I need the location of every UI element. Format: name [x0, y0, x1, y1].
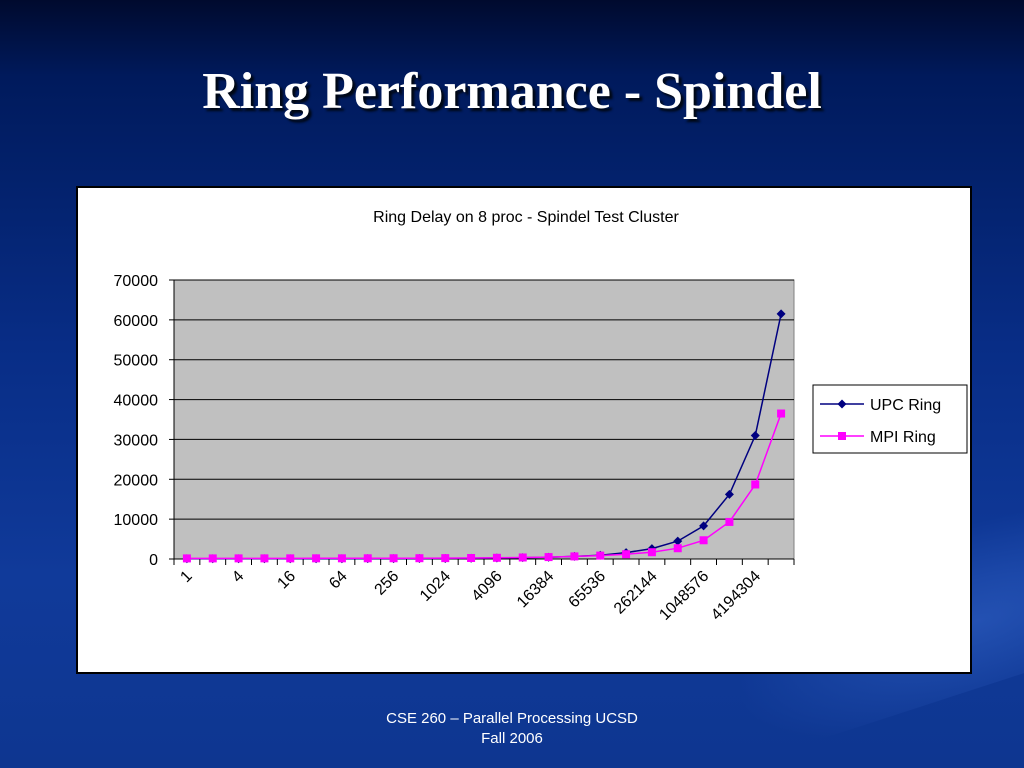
- data-point-mpi: [389, 554, 398, 563]
- y-tick-label: 50000: [114, 353, 159, 370]
- data-point-mpi: [622, 550, 631, 559]
- data-point-mpi: [467, 554, 476, 563]
- y-tick-label: 30000: [114, 432, 159, 449]
- legend-label: MPI Ring: [870, 429, 936, 446]
- ring-delay-chart: Ring Delay on 8 proc - Spindel Test Clus…: [114, 209, 968, 624]
- data-point-mpi: [596, 551, 605, 560]
- y-tick-label: 0: [149, 552, 158, 569]
- chart-title: Ring Delay on 8 proc - Spindel Test Clus…: [373, 209, 679, 226]
- data-point-mpi: [337, 554, 346, 563]
- x-tick-label: 256: [372, 568, 403, 599]
- x-tick-label: 262144: [611, 568, 661, 618]
- series-line-mpi: [186, 413, 782, 560]
- data-point-mpi: [182, 554, 191, 563]
- data-point-mpi: [234, 554, 243, 563]
- chart-area: Ring Delay on 8 proc - Spindel Test Clus…: [76, 186, 972, 674]
- data-point-mpi: [570, 552, 579, 561]
- x-tick-label: 16384: [514, 568, 558, 612]
- y-tick-label: 10000: [114, 512, 159, 529]
- data-point-mpi: [415, 554, 424, 563]
- y-tick-label: 20000: [114, 472, 159, 489]
- x-tick-label: 4096: [469, 568, 506, 605]
- data-point-mpi: [260, 554, 269, 563]
- slide-title: Ring Performance - Spindel: [202, 63, 822, 120]
- data-point-mpi: [751, 480, 760, 489]
- data-point-upc: [699, 521, 709, 531]
- data-point-mpi: [441, 554, 450, 563]
- x-tick-label: 1: [177, 568, 195, 586]
- data-point-mpi: [208, 554, 217, 563]
- data-point-mpi: [544, 553, 553, 562]
- footer-course: CSE 260 – Parallel Processing UCSD: [386, 710, 638, 727]
- data-point-upc: [724, 489, 734, 499]
- data-point-mpi: [518, 553, 527, 562]
- data-point-upc: [776, 309, 786, 319]
- y-tick-label: 70000: [114, 273, 159, 290]
- data-point-mpi: [777, 409, 786, 418]
- x-tick-label: 64: [326, 568, 351, 593]
- x-tick-label: 1024: [417, 568, 454, 605]
- data-point-mpi: [286, 554, 295, 563]
- plot-area: [173, 279, 795, 560]
- x-tick-label: 4194304: [708, 568, 764, 624]
- data-point-upc: [750, 430, 760, 440]
- legend-marker-upc: [837, 399, 847, 409]
- legend-marker-mpi: [838, 432, 846, 440]
- data-point-mpi: [699, 536, 708, 545]
- y-tick-label: 60000: [114, 313, 159, 330]
- data-point-mpi: [363, 554, 372, 563]
- slide-footer: CSE 260 – Parallel Processing UCSD Fall …: [0, 709, 1024, 749]
- footer-term: Fall 2006: [481, 730, 543, 747]
- legend-label: UPC Ring: [870, 397, 941, 414]
- data-point-mpi: [492, 553, 501, 562]
- data-point-mpi: [725, 517, 734, 526]
- legend-box: [812, 384, 968, 454]
- data-point-mpi: [673, 544, 682, 553]
- data-point-mpi: [312, 554, 321, 563]
- y-tick-label: 40000: [114, 393, 159, 410]
- data-point-mpi: [647, 548, 656, 557]
- x-tick-label: 4: [229, 568, 247, 586]
- x-tick-label: 16: [274, 568, 299, 593]
- data-point-upc: [673, 536, 683, 546]
- x-tick-label: 65536: [566, 568, 610, 612]
- x-tick-label: 1048576: [656, 568, 712, 624]
